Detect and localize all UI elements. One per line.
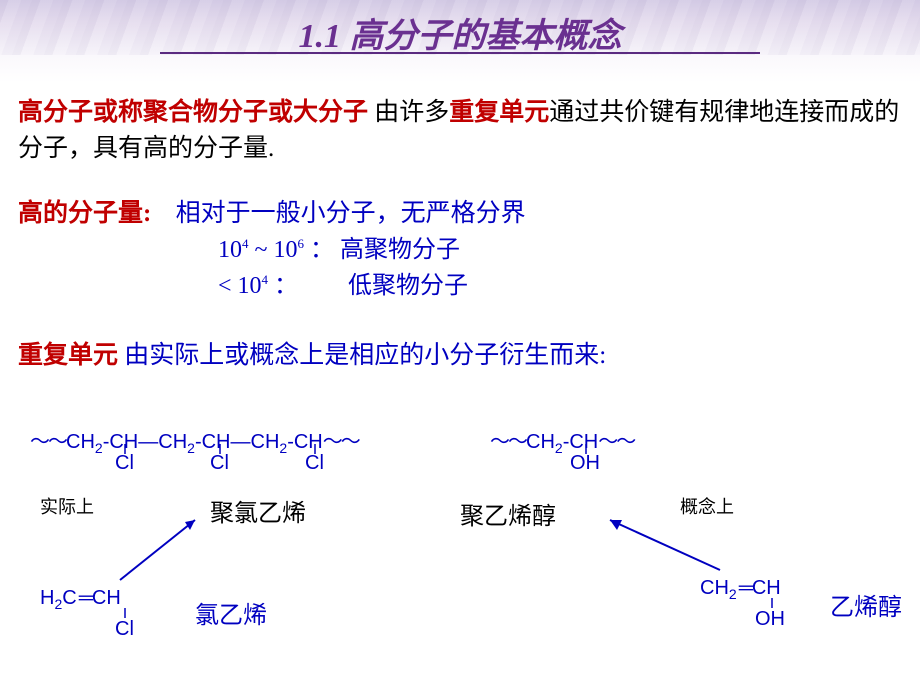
vc-name: 氯乙烯 — [195, 595, 267, 630]
pvc-cl-bonds — [30, 442, 380, 462]
pvoh-name: 聚乙烯醇 — [460, 496, 556, 531]
mw-desc: 相对于一般小分子，无严格分界 — [176, 200, 526, 227]
pvc-name: 聚氯乙烯 — [210, 493, 306, 528]
vc-cl: Cl — [115, 618, 134, 641]
num: ~ 10 — [249, 237, 298, 263]
text-segment: 由实际上或概念上是相应的小分子衍生而来: — [118, 342, 606, 369]
num: 10 — [218, 237, 242, 263]
lt: < 10 — [218, 273, 262, 299]
para-definition: 高分子或称聚合物分子或大分子 由许多重复单元通过共价键有规律地连接而成的分子，具… — [18, 95, 902, 168]
label-mw: 高的分子量: — [18, 200, 151, 227]
arrow-actual — [110, 510, 210, 590]
cl-1: Cl — [115, 452, 134, 475]
text: 低聚物分子 — [348, 273, 468, 299]
content-area: 高分子或称聚合物分子或大分子 由许多重复单元通过共价键有规律地连接而成的分子，具… — [18, 95, 902, 392]
voh-oh: OH — [755, 608, 785, 631]
para-repeat-unit: 重复单元 由实际上或概念上是相应的小分子衍生而来: — [18, 338, 902, 374]
page-title: 1.1 高分子的基本概念 — [0, 8, 920, 57]
term-polymer: 高分子或称聚合物分子或大分子 — [18, 99, 368, 126]
text-segment: 由许多 — [368, 99, 449, 126]
mw-range-high: 104 ~ 106 ： 高聚物分子 — [218, 232, 902, 268]
vc-cl-bond — [40, 606, 160, 622]
arrow-concept — [595, 510, 735, 580]
title-underline — [160, 52, 760, 54]
para-molecular-weight: 高的分子量: 相对于一般小分子，无严格分界 104 ~ 106 ： 高聚物分子 … — [18, 196, 902, 304]
cl-3: Cl — [305, 452, 324, 475]
mw-range-low: < 104 ：低聚物分子 — [218, 268, 902, 304]
term-repeat-unit: 重复单元 — [449, 99, 549, 126]
cl-2: Cl — [210, 452, 229, 475]
pvoh-oh: OH — [570, 452, 600, 475]
colon: ： — [268, 273, 298, 299]
text: ： 高聚物分子 — [304, 237, 460, 263]
label-actual: 实际上 — [40, 493, 94, 519]
voh-name: 乙烯醇 — [830, 587, 902, 622]
term-repeat-unit-2: 重复单元 — [18, 342, 118, 369]
